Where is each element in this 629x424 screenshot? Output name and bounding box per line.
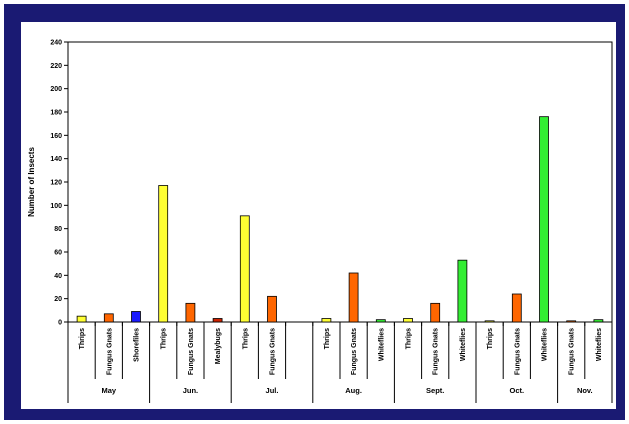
y-tick-label: 60 [54, 250, 62, 257]
month-label: Nov. [577, 386, 593, 395]
bar [76, 315, 87, 323]
plot-border [67, 41, 613, 323]
category-label: Thrips [242, 328, 249, 349]
y-tick-label: 220 [50, 63, 62, 70]
bar [131, 311, 141, 323]
bar [348, 272, 359, 323]
y-tick-label: 80 [54, 226, 62, 233]
bar [566, 320, 577, 323]
y-tick-label: 20 [54, 296, 62, 303]
bar [267, 295, 277, 323]
category-label: Whiteflies [378, 328, 385, 361]
bar [158, 185, 169, 323]
category-label: Shorefiles [134, 328, 141, 362]
plot-area: Number of Insects 0 20 40 60 80 100 120 140 160 1… [21, 22, 616, 409]
y-tick-label: 140 [50, 156, 62, 163]
category-label: Thrips [79, 328, 86, 349]
bar [457, 259, 468, 323]
month-label: Jun. [183, 386, 198, 395]
y-tick-label: 200 [50, 86, 62, 93]
bars [76, 116, 604, 323]
category-labels: Thrips Fungus Gnats Shorefiles May Thrips Fun… [67, 322, 613, 403]
category-label: Fungus Gnats [270, 328, 277, 375]
category-label: Fungus Gnats [188, 328, 195, 375]
category-label: Thrips [161, 328, 168, 349]
y-tick-label: 180 [50, 110, 62, 117]
y-tick-label: 100 [50, 203, 62, 210]
category-label: Fungus Gnats [351, 328, 358, 375]
y-tick-label: 120 [50, 180, 62, 187]
category-label: Thrips [406, 328, 413, 349]
bar [375, 319, 386, 323]
y-tick-label: 40 [54, 273, 62, 280]
bar [430, 302, 441, 323]
category-label: Fungus Gnats [514, 328, 521, 375]
bar [484, 320, 495, 323]
month-label: May [102, 386, 117, 395]
month-label: Oct. [510, 386, 525, 395]
y-tick-label: 160 [50, 133, 62, 140]
chart-panel: Number of Insects 0 20 40 60 80 100 120 140 160 1… [4, 4, 625, 420]
bar [403, 318, 413, 323]
bar [185, 302, 196, 323]
y-tick-label: 240 [50, 40, 62, 47]
bar [239, 215, 250, 323]
category-label: Fungus Gnats [106, 328, 113, 375]
month-label: Sept. [426, 386, 444, 395]
category-label: Fungus Gnats [433, 328, 440, 375]
bar [511, 293, 522, 323]
category-label: Whiteflies [542, 328, 549, 361]
bar [593, 319, 604, 323]
bar [103, 313, 114, 323]
y-tick-label: 0 [58, 320, 62, 327]
bar [539, 116, 549, 323]
month-label: Aug. [345, 386, 362, 395]
category-label: Fungus Gnats [569, 328, 576, 375]
category-label: Thrips [487, 328, 494, 349]
bar [321, 318, 332, 323]
category-label: Whiteflies [596, 328, 603, 361]
bar [212, 318, 223, 323]
category-label: Whiteflies [460, 328, 467, 361]
category-label: Thrips [324, 328, 331, 349]
category-label: Mealybugs [215, 328, 222, 364]
bar-chart: Number of Insects 0 20 40 60 80 100 120 140 160 1… [27, 40, 613, 403]
axes: 0 20 40 60 80 100 120 140 160 180 200 220 240 [50, 40, 613, 327]
month-label: Jul. [266, 386, 279, 395]
y-axis-label: Number of Insects [27, 147, 36, 217]
